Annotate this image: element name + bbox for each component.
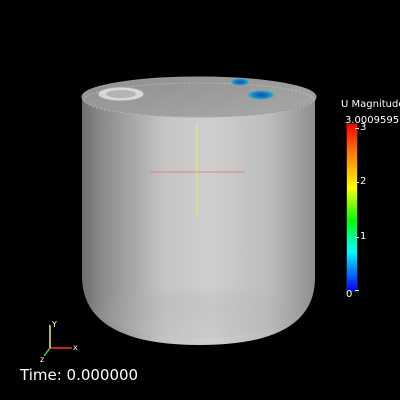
colorbar-tick [355, 182, 359, 183]
outlet-opening-right [248, 90, 274, 100]
inlet-opening-left [97, 86, 145, 102]
colorbar-range-max: 3.0009595 [345, 115, 400, 126]
colorbar-tick [355, 237, 359, 238]
axis-z-label: z [40, 355, 44, 364]
colorbar-gradient [346, 123, 358, 292]
orientation-axes-icon: x Y z [40, 320, 78, 364]
axis-y-label: Y [51, 320, 57, 329]
colorbar-title: U Magnitude [341, 99, 400, 110]
axis-x-label: x [73, 343, 78, 352]
time-label: Time: 0.000000 [20, 366, 139, 384]
colorbar-tick [355, 128, 359, 129]
colorbar-tick [355, 290, 359, 291]
colorbar-tick-label: 3 [360, 122, 367, 133]
colorbar-tick-label: 1 [360, 231, 367, 242]
center-crosshair-icon [150, 125, 245, 218]
outlet-opening-top [231, 78, 249, 86]
colorbar-tick-label: 2 [360, 176, 367, 187]
colorbar-tick-label: 0 [346, 289, 353, 300]
cylinder-mesh[interactable] [81, 76, 317, 345]
